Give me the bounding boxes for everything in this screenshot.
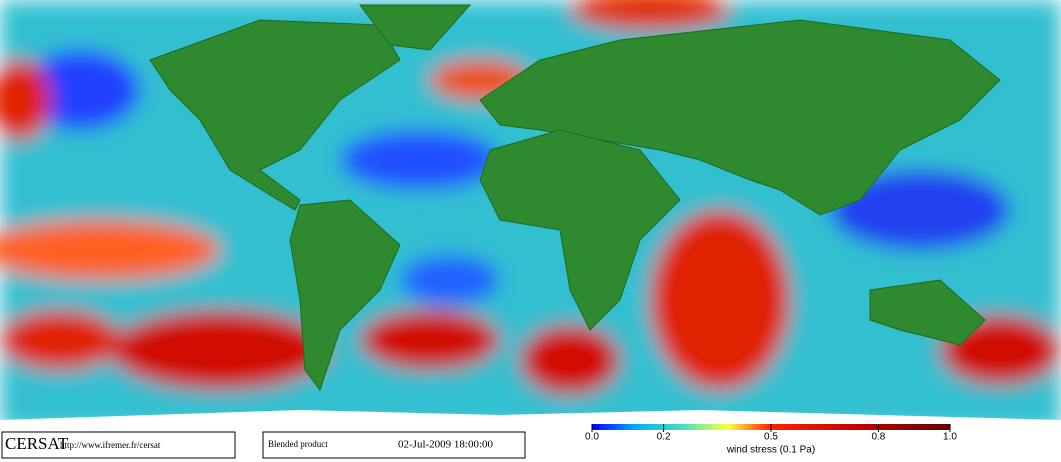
land	[149, 4, 1001, 392]
colorbar-tick-label: 0.8	[871, 432, 885, 443]
logo: CERSAT	[5, 434, 69, 453]
datetime: 02-Jul-2009 18:00:00	[398, 439, 494, 451]
colorbar-label: wind stress (0.1 Pa)	[726, 445, 815, 456]
url: http://www.ifremer.fr/cersat	[60, 440, 161, 450]
logo-box	[1, 431, 236, 459]
colorbar-tick-label: 0.0	[585, 432, 599, 443]
australia	[869, 279, 986, 346]
south-america	[289, 199, 401, 392]
africa	[479, 129, 681, 331]
colorbar-tick-label: 0.2	[657, 432, 671, 443]
colorbar-tick-label: 1.0	[943, 432, 957, 443]
colorbar-tick-label: 0.5	[764, 432, 778, 443]
product-box	[262, 431, 526, 459]
product: Blended product	[268, 439, 328, 449]
footer-bar	[0, 430, 1061, 462]
greenland	[359, 4, 472, 51]
